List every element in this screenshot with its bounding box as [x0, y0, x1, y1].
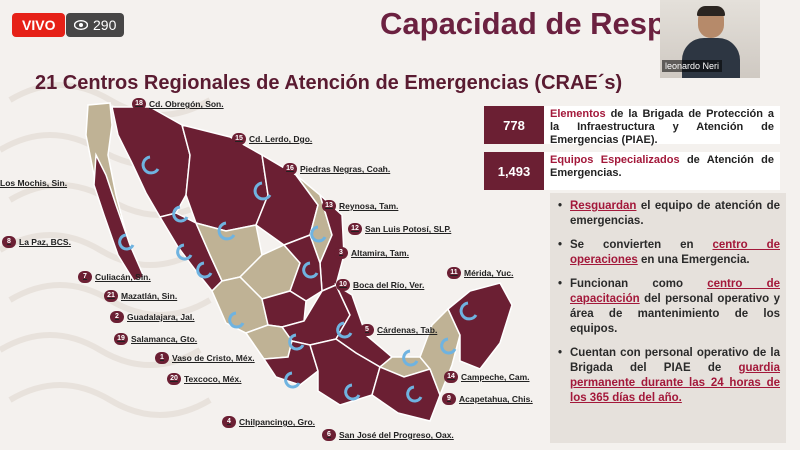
viewer-count-value: 290 [93, 17, 117, 33]
label-mazatlan: 21 Mazatlán, Sin. [104, 290, 177, 302]
label-piedras-negras: 16 Piedras Negras, Coah. [283, 163, 390, 175]
mexico-map [85, 102, 513, 422]
stat-description: Elementos de la Brigada de Protección a … [544, 106, 780, 146]
label-campeche: 14 Campeche, Cam. [444, 371, 530, 383]
sonora-state [111, 106, 191, 218]
label-cd-lerdo: 15 Cd. Lerdo, Dgo. [232, 133, 312, 145]
eye-icon [73, 17, 89, 33]
center-markers [118, 155, 478, 403]
label-chilpancingo: 4 Chilpancingo, Gro. [222, 416, 315, 428]
slide-subtitle: 21 Centros Regionales de Atención de Eme… [35, 72, 623, 94]
label-san-luis-potosi: 12 San Luis Potosí, SLP. [348, 223, 451, 235]
label-reynosa: 13 Reynosa, Tam. [322, 200, 398, 212]
label-merida: 11 Mérida, Yuc. [447, 267, 513, 279]
live-badge: VIVO [12, 13, 66, 37]
label-altamira: 3 Altamira, Tam. [334, 247, 409, 259]
label-culiacan: 7 Culiacán, Sin. [78, 271, 151, 283]
webcam-feed: leonardo Neri [660, 0, 760, 78]
participant-name: leonardo Neri [662, 60, 723, 72]
stat-elementos: 778 Elementos de la Brigada de Protecció… [484, 106, 780, 146]
baja-california-sur-state [93, 152, 145, 282]
viewer-count: 290 [66, 13, 125, 37]
slide-title: Capacidad de Resp [380, 6, 666, 41]
label-la-paz: 8 La Paz, BCS. [2, 236, 71, 248]
label-boca-del-rio: 10 Boca del Río, Ver. [336, 279, 424, 291]
bullet-item: Resguardan el equipo de atención de emer… [558, 199, 780, 229]
stat-description: Equipos Especializados de Atención de Em… [544, 152, 780, 190]
label-vaso-de-cristo: 1 Vaso de Cristo, Méx. [155, 352, 255, 364]
bullet-item: Se convierten en centro de operaciones e… [558, 238, 780, 268]
label-los-mochis: Los Mochis, Sin. [0, 178, 68, 188]
yucatan-peninsula [447, 282, 513, 370]
stat-value: 778 [484, 106, 544, 144]
bullet-panel: Resguardan el equipo de atención de emer… [550, 193, 786, 443]
label-san-jose-del-progreso: 6 San José del Progreso, Oax. [322, 429, 454, 441]
bullet-item: Cuentan con personal operativo de la Bri… [558, 346, 780, 406]
label-salamanca: 19 Salamanca, Gto. [114, 333, 197, 345]
label-guadalajara: 2 Guadalajara, Jal. [110, 311, 195, 323]
label-cd-obregon: 18 Cd. Obregón, Son. [132, 98, 224, 110]
label-acapetahua: 9 Acapetahua, Chis. [442, 393, 533, 405]
bullet-item: Funcionan como centro de capacitación de… [558, 277, 780, 337]
label-texcoco: 20 Texcoco, Méx. [167, 373, 241, 385]
stat-value: 1,493 [484, 152, 544, 190]
stat-equipos: 1,493 Equipos Especializados de Atención… [484, 152, 780, 190]
label-cardenas: 5 Cárdenas, Tab. [360, 324, 437, 336]
